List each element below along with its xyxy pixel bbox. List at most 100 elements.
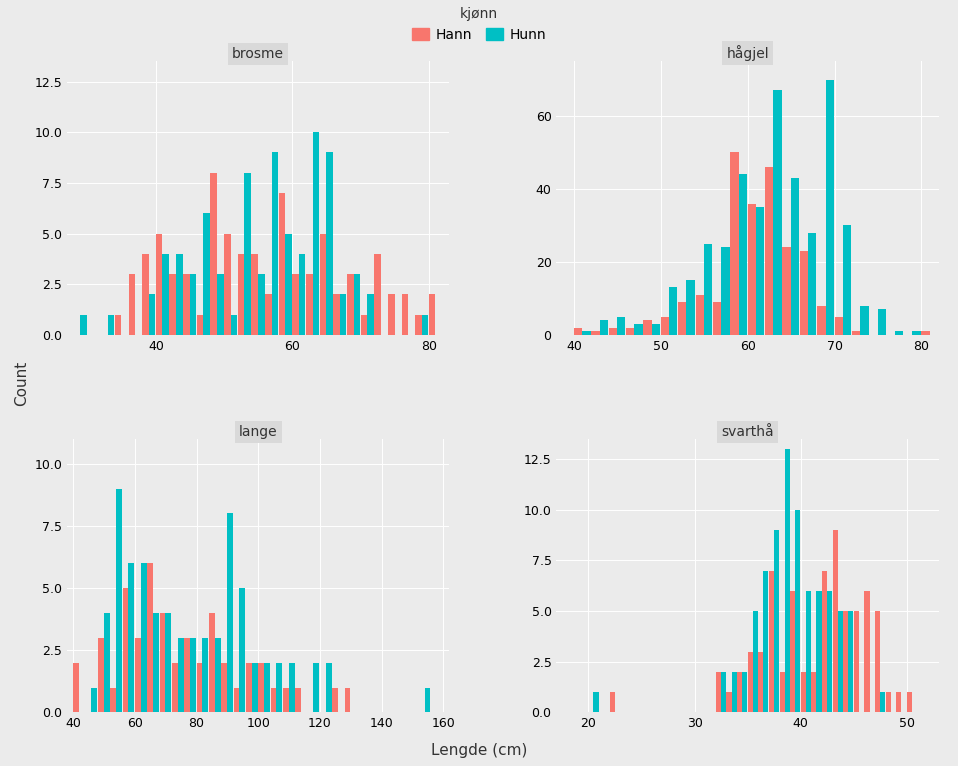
Bar <box>765 167 773 335</box>
Bar <box>327 152 332 335</box>
Bar <box>713 302 721 335</box>
Bar <box>739 175 747 335</box>
Bar <box>306 274 312 335</box>
Bar <box>116 489 122 712</box>
Bar <box>115 315 122 335</box>
Bar <box>258 274 264 335</box>
Bar <box>783 247 790 335</box>
Bar <box>73 663 80 712</box>
Bar <box>801 672 806 712</box>
Bar <box>190 638 196 712</box>
Bar <box>790 591 795 712</box>
Bar <box>651 324 660 335</box>
Bar <box>283 688 288 712</box>
Bar <box>184 638 190 712</box>
Bar <box>593 692 599 712</box>
Bar <box>388 294 395 335</box>
Bar <box>732 672 737 712</box>
Bar <box>345 688 351 712</box>
Bar <box>347 274 354 335</box>
Bar <box>224 234 231 335</box>
Bar <box>811 672 816 712</box>
Bar <box>295 688 301 712</box>
Bar <box>238 254 244 335</box>
Bar <box>292 274 299 335</box>
Bar <box>912 331 921 335</box>
Text: brosme: brosme <box>232 47 285 61</box>
Bar <box>730 152 739 335</box>
Bar <box>128 274 135 335</box>
Bar <box>160 613 166 712</box>
Bar <box>827 591 833 712</box>
Bar <box>313 663 319 712</box>
Bar <box>806 591 811 712</box>
Bar <box>107 315 114 335</box>
Bar <box>696 295 704 335</box>
Bar <box>196 663 202 712</box>
Bar <box>897 692 901 712</box>
Text: Count: Count <box>14 360 30 406</box>
Bar <box>272 152 278 335</box>
Text: hågjel: hågjel <box>726 45 769 61</box>
Bar <box>217 274 223 335</box>
Bar <box>312 133 319 335</box>
Bar <box>252 663 258 712</box>
Bar <box>747 204 756 335</box>
Text: lange: lange <box>239 425 278 439</box>
Bar <box>922 331 930 335</box>
Bar <box>299 254 306 335</box>
Text: svarthå: svarthå <box>721 425 774 439</box>
Bar <box>367 294 374 335</box>
Bar <box>153 613 159 712</box>
Bar <box>103 613 110 712</box>
Bar <box>860 306 869 335</box>
Bar <box>234 688 240 712</box>
Bar <box>279 193 285 335</box>
Bar <box>780 672 785 712</box>
Bar <box>110 688 116 712</box>
Bar <box>661 316 669 335</box>
Bar <box>141 563 147 712</box>
Bar <box>822 571 827 712</box>
Bar <box>251 254 258 335</box>
Bar <box>326 663 331 712</box>
Bar <box>176 254 183 335</box>
Bar <box>80 315 87 335</box>
Bar <box>142 254 148 335</box>
Bar <box>721 247 730 335</box>
Bar <box>716 672 720 712</box>
Bar <box>617 316 626 335</box>
Bar <box>171 663 178 712</box>
Bar <box>221 663 227 712</box>
Bar <box>265 294 272 335</box>
Bar <box>340 294 347 335</box>
Bar <box>875 611 880 712</box>
Bar <box>209 613 215 712</box>
Bar <box>190 274 196 335</box>
Bar <box>852 331 860 335</box>
Bar <box>880 692 885 712</box>
Bar <box>609 692 615 712</box>
Bar <box>203 213 210 335</box>
Bar <box>785 449 789 712</box>
Bar <box>288 663 295 712</box>
Bar <box>737 672 742 712</box>
Bar <box>849 611 854 712</box>
Bar <box>285 234 292 335</box>
Bar <box>837 611 843 712</box>
Bar <box>769 571 774 712</box>
Bar <box>415 315 422 335</box>
Bar <box>424 688 430 712</box>
Bar <box>270 688 277 712</box>
Bar <box>816 591 822 712</box>
Bar <box>826 80 833 335</box>
Legend: Hann, Hunn: Hann, Hunn <box>412 7 546 42</box>
Bar <box>756 207 764 335</box>
Bar <box>156 234 162 335</box>
Bar <box>854 611 859 712</box>
Bar <box>895 331 903 335</box>
Bar <box>634 324 643 335</box>
Bar <box>320 234 327 335</box>
Bar <box>264 663 270 712</box>
Bar <box>360 315 367 335</box>
